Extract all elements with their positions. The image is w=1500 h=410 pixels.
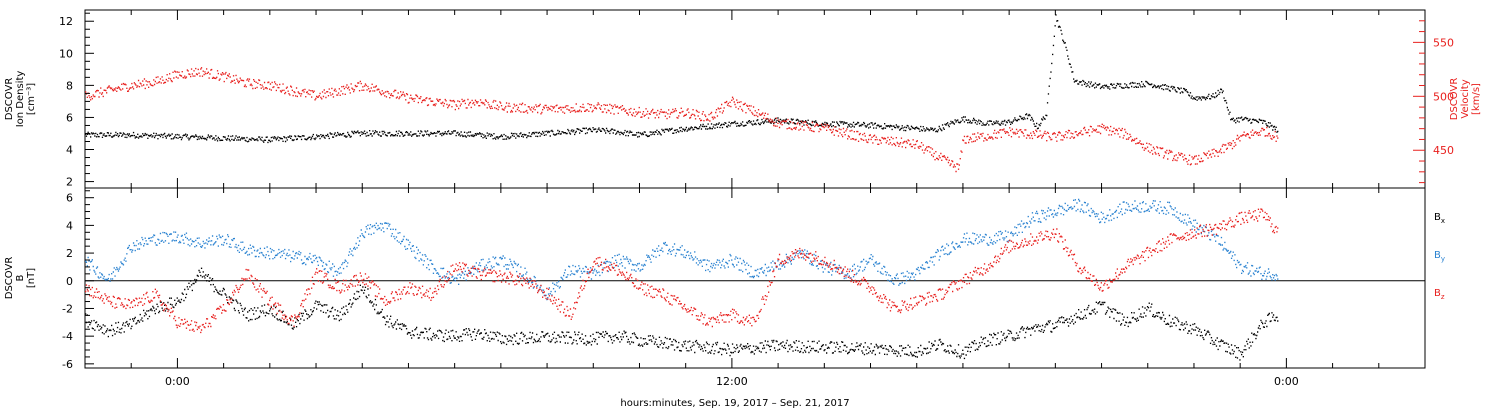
legend-by: By: [1434, 250, 1445, 263]
velocity-axis-title: DSCOVR Velocity [km/s]: [1449, 78, 1482, 121]
density-axis-title: DSCOVR Ion Density [cm⁻³]: [4, 71, 37, 128]
field-tick-label: 4: [66, 219, 73, 232]
velocity-axis-title-line: [km/s]: [1471, 83, 1482, 115]
legend-subscript: x: [1441, 217, 1445, 225]
density-tick-label: 6: [66, 111, 73, 124]
magnetic-field-points: [85, 198, 1279, 361]
density-tick-label: 2: [66, 176, 73, 189]
density-tick-label: 10: [59, 47, 73, 60]
velocity-tick-label: 500: [1433, 90, 1454, 103]
field-axis-title-line: DSCOVR: [4, 257, 15, 300]
density-axis-title-line: DSCOVR: [4, 78, 15, 121]
legend-subscript: z: [1441, 293, 1445, 301]
x-tick-label: 12:00: [716, 375, 748, 388]
field-axis-title-line: [nT]: [26, 268, 37, 288]
x-tick-label: 0:00: [1274, 375, 1299, 388]
density-tick-label: 12: [59, 15, 73, 28]
density-axis-title-line: [cm⁻³]: [26, 83, 37, 115]
velocity-tick-label: 450: [1433, 144, 1454, 157]
velocity-axis-title-line: Velocity: [1460, 79, 1471, 118]
density-velocity-points: [85, 14, 1279, 173]
legend-bz: Bz: [1434, 288, 1445, 301]
axis-ticks: 2 4 6 8 10 12 450 500 550 -6 -4 -2 0 2 4 6 0:00 12:00 0:00: [59, 10, 1454, 388]
axis-labels: DSCOVR Ion Density [cm⁻³] DSCOVR Velocity [km…: [4, 71, 1482, 409]
field-axis-title: DSCOVR B [nT]: [4, 257, 37, 300]
density-tick-label: 8: [66, 79, 73, 92]
ion-density-points: [85, 14, 1279, 144]
legend-main: B: [1434, 250, 1441, 261]
x-tick-label: 0:00: [165, 375, 190, 388]
field-panel-frame: [84, 187, 1426, 369]
density-axis-title-line: Ion Density: [15, 71, 26, 128]
bz-points: [85, 208, 1279, 334]
field-tick-label: 6: [66, 192, 73, 205]
bx-points: [85, 267, 1279, 361]
by-points: [85, 198, 1279, 301]
field-tick-label: -4: [62, 330, 73, 343]
velocity-axis-title-line: DSCOVR: [1449, 78, 1460, 121]
density-tick-label: 4: [66, 144, 73, 157]
legend-bx: Bx: [1434, 212, 1445, 225]
x-axis-title: hours:minutes, Sep. 19, 2017 – Sep. 21, …: [620, 398, 849, 409]
velocity-points: [85, 67, 1279, 173]
field-axis-title-line: B: [15, 274, 26, 281]
legend-subscript: y: [1441, 255, 1445, 263]
legend-main: B: [1434, 288, 1441, 299]
legend-main: B: [1434, 212, 1441, 223]
velocity-tick-label: 550: [1433, 36, 1454, 49]
field-tick-label: 0: [66, 275, 73, 288]
plot-frames: [84, 9, 1426, 369]
field-tick-label: 2: [66, 247, 73, 260]
field-tick-label: -6: [62, 358, 73, 371]
density-panel-frame: [84, 9, 1426, 189]
field-tick-label: -2: [62, 302, 73, 315]
